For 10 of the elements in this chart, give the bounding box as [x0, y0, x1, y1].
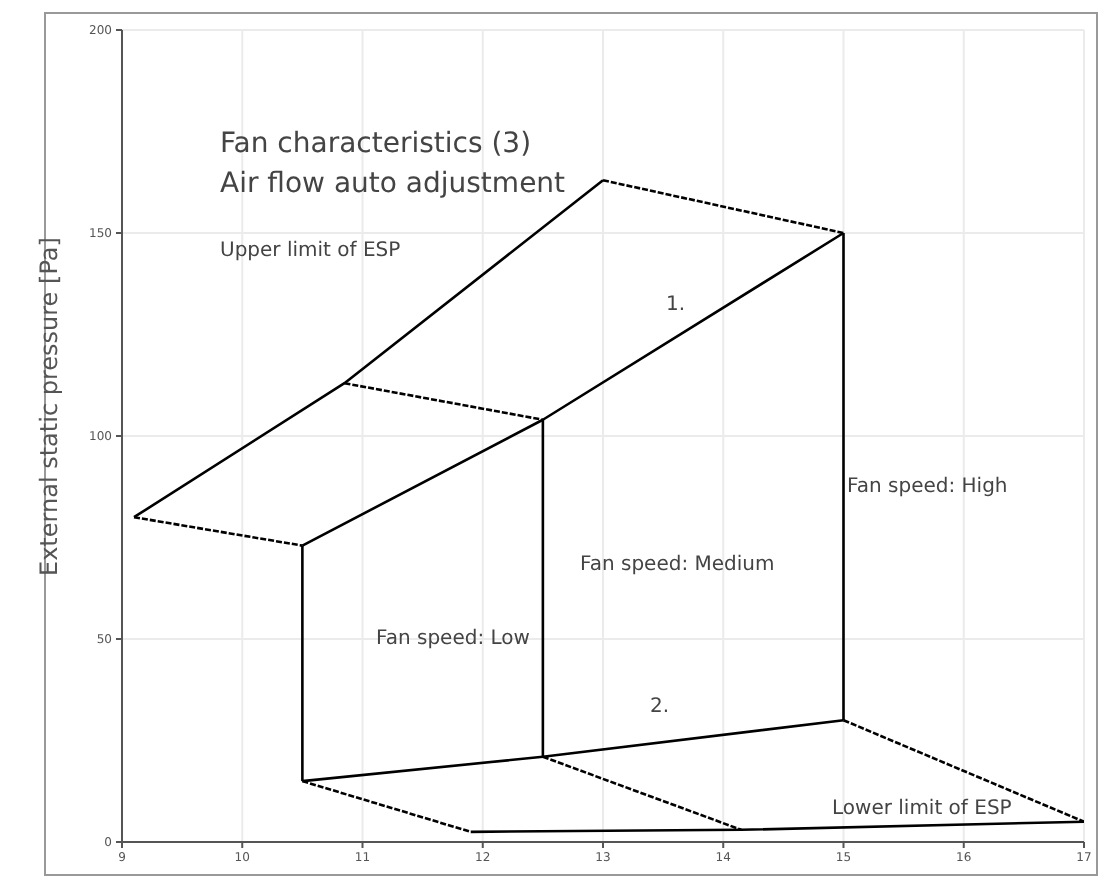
annotation: Fan speed: Low	[376, 628, 530, 650]
y-axis-title: External static pressure [Pa]	[34, 237, 63, 576]
annotation: Fan speed: High	[847, 475, 1008, 498]
annotation: Upper limit of ESP	[220, 240, 401, 262]
annotation: Fan speed: Medium	[580, 554, 775, 576]
annotation: 2.	[650, 696, 670, 718]
text: Fan characteristics (3)	[220, 126, 534, 164]
annotation: 1.	[666, 294, 686, 316]
annotation: Lower limit of ESP	[832, 798, 1012, 820]
text: Air flow auto adjustment	[220, 166, 566, 204]
